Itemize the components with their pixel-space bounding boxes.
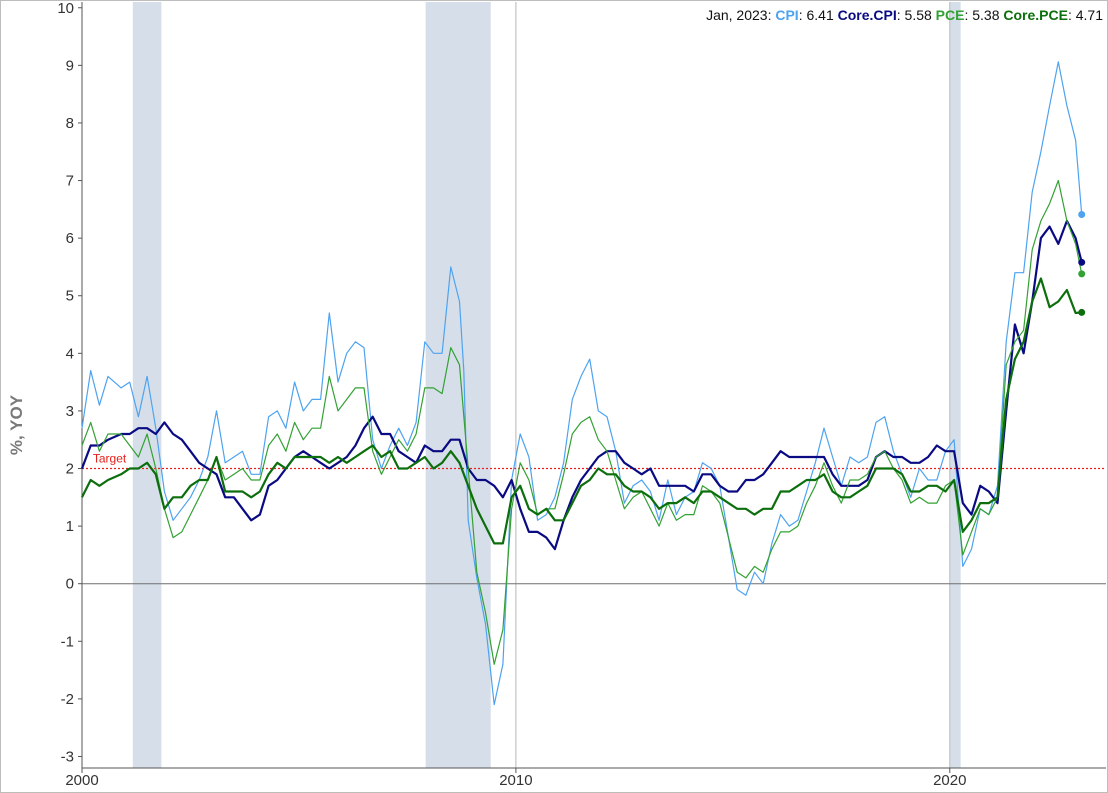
y-tick-label--1: -1 [61,633,74,650]
legend-value-core-cpi: : 5.58 [897,7,936,23]
y-tick-label-4: 4 [66,345,74,362]
legend-value-pce: : 5.38 [964,7,1003,23]
end-point-pce [1078,270,1086,278]
legend-date: Jan, 2023: [706,7,775,23]
legend-value-cpi: : 6.41 [799,7,838,23]
y-tick-label-2: 2 [66,461,74,478]
end-point-cpi [1078,211,1086,219]
x-tick-label-2010: 2010 [499,772,532,789]
y-tick-label-0: 0 [66,576,74,593]
y-axis-label: %, YOY [7,394,26,455]
y-tick-label--3: -3 [61,748,74,765]
series-line-pce [81,179,1083,665]
y-tick-label-5: 5 [66,288,74,305]
y-tick-label-8: 8 [66,115,74,132]
x-tick-label-2020: 2020 [933,772,966,789]
series-line-cpi [81,61,1083,706]
series-line-core-pce [81,277,1082,545]
end-point-core-pce [1078,308,1086,316]
recession-band-2 [425,2,491,768]
recession-band-3 [949,2,961,768]
y-tick-label--2: -2 [61,691,74,708]
legend-name-core-pce: Core.PCE [1003,7,1068,23]
y-tick-label-10: 10 [57,0,74,17]
y-tick-label-9: 9 [66,57,74,74]
legend: Jan, 2023: CPI: 6.41 Core.CPI: 5.58 PCE:… [706,7,1103,23]
y-tick-label-1: 1 [66,518,74,535]
target-label: Target [93,452,127,466]
y-tick-label-7: 7 [66,173,74,190]
legend-name-pce: PCE [936,7,965,23]
recession-band-1 [132,2,162,768]
legend-name-cpi: CPI [775,7,798,23]
legend-value-core-pce: : 4.71 [1068,7,1103,23]
y-tick-label-6: 6 [66,230,74,247]
y-tick-label-3: 3 [66,403,74,420]
end-point-core-cpi [1078,258,1086,266]
series-line-core-cpi [80,219,1083,551]
legend-name-core-cpi: Core.CPI [838,7,897,23]
x-tick-label-2000: 2000 [65,772,98,789]
